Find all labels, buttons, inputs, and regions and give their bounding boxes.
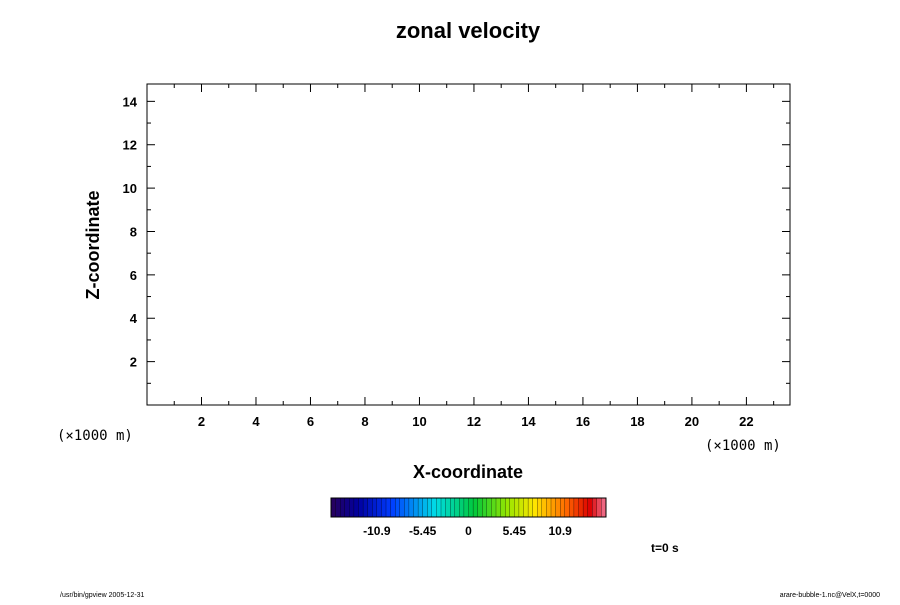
colorbar-bin: [344, 497, 350, 518]
colorbar-tick-label: 10.9: [548, 524, 572, 538]
colorbar-bin: [472, 497, 479, 518]
colorbar-tick-label: 0: [465, 524, 472, 538]
y-axis-tick-labels: 2 4 6 8 10 12 14: [123, 94, 138, 369]
colorbar-tick-label: 5.45: [503, 524, 527, 538]
y-tick-label: 8: [130, 224, 137, 239]
colorbar-bin: [381, 497, 387, 518]
colorbar-bin: [527, 497, 534, 518]
colorbar-bin: [436, 497, 442, 518]
colorbar-bin: [330, 497, 337, 518]
colorbar-bin: [569, 497, 575, 518]
colorbar-bin: [523, 497, 529, 518]
colorbar-bin: [463, 497, 469, 518]
footer-right: arare-bubble-1.nc@VelX,t=0000: [780, 592, 880, 599]
x-tick-label: 12: [467, 414, 481, 429]
colorbar-bin: [440, 497, 447, 518]
colorbar-bin: [505, 497, 511, 518]
colorbar-bin: [592, 497, 598, 518]
colorbar-bin: [445, 497, 451, 518]
colorbar-bin: [450, 497, 456, 518]
colorbar-bin: [541, 497, 547, 518]
colorbar-bin: [573, 497, 579, 518]
colorbar-bin: [555, 497, 561, 518]
x-axis-ticks: [173, 84, 775, 405]
colorbar-bin: [372, 497, 378, 518]
colorbar-bin: [532, 497, 538, 518]
colorbar: [330, 497, 607, 518]
x-tick-label: 4: [252, 414, 260, 429]
y-tick-label: 4: [130, 311, 138, 326]
colorbar-bin: [459, 497, 465, 518]
colorbar-bin: [596, 497, 602, 518]
colorbar-bin: [390, 497, 396, 518]
colorbar-bin: [422, 497, 428, 518]
plot-frame: [146, 83, 791, 406]
x-tick-label: 18: [630, 414, 644, 429]
x-tick-label: 16: [576, 414, 590, 429]
colorbar-bin: [454, 497, 460, 518]
colorbar-bin: [537, 497, 543, 518]
x-tick-label: 6: [307, 414, 314, 429]
x-tick-label: 10: [412, 414, 426, 429]
colorbar-bin: [358, 497, 364, 518]
colorbar-bin: [550, 497, 557, 518]
colorbar-bin: [367, 497, 373, 518]
x-axis-label: X-coordinate: [413, 462, 523, 482]
colorbar-bin: [349, 497, 355, 518]
colorbar-bin: [578, 497, 584, 518]
x-tick-label: 14: [521, 414, 536, 429]
colorbar-bin: [486, 497, 492, 518]
colorbar-bin: [582, 497, 589, 518]
time-label: t=0 s: [651, 541, 679, 555]
colorbar-bin: [477, 497, 483, 518]
x-unit-label: (×1000 m): [705, 438, 781, 454]
colorbar-bin: [353, 497, 359, 518]
colorbar-bin: [514, 497, 520, 518]
colorbar-bin: [500, 497, 506, 518]
colorbar-bin: [404, 497, 410, 518]
colorbar-bin: [362, 497, 369, 518]
colorbar-bin: [495, 497, 502, 518]
x-tick-label: 20: [685, 414, 699, 429]
colorbar-bin: [340, 497, 346, 518]
colorbar-bin: [560, 497, 566, 518]
x-axis-tick-labels: 2 4 6 8 10 12 14 16 18 20 22: [198, 414, 754, 429]
footer-left: /usr/bin/gpview 2005-12-31: [60, 592, 145, 599]
y-tick-label: 2: [130, 355, 137, 370]
colorbar-bin: [395, 497, 401, 518]
colorbar-frame: [330, 497, 607, 518]
colorbar-bin: [417, 497, 424, 518]
colorbar-bin: [509, 497, 515, 518]
chart-title: zonal velocity: [396, 18, 541, 43]
y-axis-ticks: [147, 100, 790, 384]
x-tick-label: 8: [361, 414, 368, 429]
colorbar-bin: [482, 497, 488, 518]
colorbar-bin: [491, 497, 497, 518]
x-tick-label: 2: [198, 414, 205, 429]
y-unit-label: (×1000 m): [57, 428, 133, 444]
colorbar-bin: [546, 497, 552, 518]
colorbar-bin: [385, 497, 392, 518]
y-tick-label: 14: [123, 94, 138, 109]
colorbar-bin: [335, 497, 341, 518]
x-tick-label: 22: [739, 414, 753, 429]
colorbar-bin: [431, 497, 437, 518]
y-tick-label: 12: [123, 138, 137, 153]
colorbar-bin: [427, 497, 433, 518]
colorbar-bin: [518, 497, 524, 518]
y-tick-label: 6: [130, 268, 137, 283]
colorbar-bin: [408, 497, 414, 518]
colorbar-tick-label: -5.45: [409, 524, 437, 538]
colorbar-bin: [587, 497, 593, 518]
colorbar-tick-label: -10.9: [363, 524, 391, 538]
colorbar-bin: [564, 497, 570, 518]
y-axis-label: Z-coordinate: [83, 190, 103, 299]
colorbar-bin: [399, 497, 405, 518]
colorbar-bin: [468, 497, 474, 518]
colorbar-tick-labels: -10.9 -5.45 0 5.45 10.9: [363, 524, 572, 538]
y-tick-label: 10: [123, 181, 137, 196]
colorbar-bin: [413, 497, 419, 518]
colorbar-bin: [376, 497, 382, 518]
